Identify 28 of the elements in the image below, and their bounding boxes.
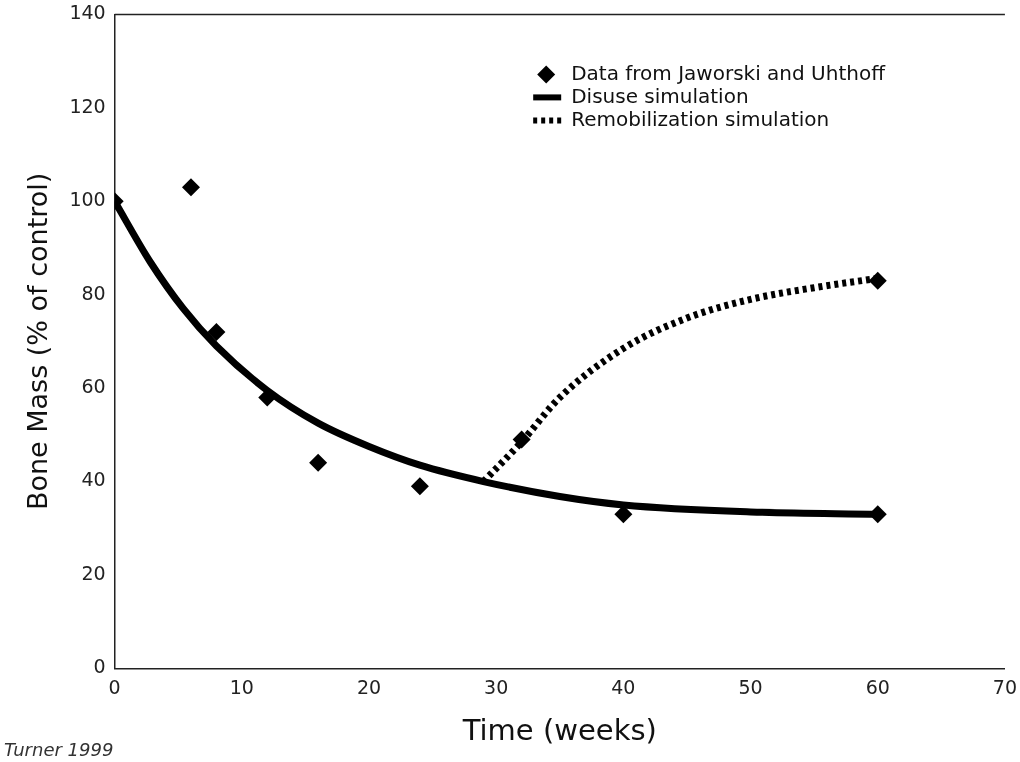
x-tick-label: 60 (865, 675, 890, 698)
point (868, 271, 887, 290)
x-tick-label: 70 (992, 675, 1018, 698)
y-tick-label: 140 (69, 1, 106, 24)
x-tick-label: 30 (484, 675, 509, 698)
y-tick-label: 120 (69, 94, 106, 117)
y-tick-label: 40 (81, 468, 106, 491)
x-tick-label: 50 (738, 675, 763, 698)
x-tick-label: 40 (611, 675, 636, 698)
x-tick-label: 0 (108, 675, 121, 698)
x-axis-title: Time (weeks) (461, 713, 657, 748)
y-tick-label: 0 (93, 655, 106, 678)
point (512, 430, 531, 449)
y-tick-label: 20 (81, 561, 106, 584)
legend-label: Disuse simulation (571, 83, 749, 108)
y-axis-title: Bone Mass (% of control) (22, 172, 54, 511)
y-tick-label: 100 (69, 188, 106, 211)
point (207, 323, 226, 342)
y-tick-label: 60 (81, 375, 106, 398)
x-tick-label: 10 (229, 675, 254, 698)
x-tick-label: 20 (356, 675, 382, 698)
legend-label: Remobilization simulation (571, 106, 830, 131)
point (410, 477, 429, 496)
legend-label: Data from Jaworski and Uhthoff (571, 60, 887, 85)
point (181, 178, 200, 197)
text: Turner 1999 (4, 739, 114, 760)
y-tick-label: 80 (81, 281, 106, 304)
point (309, 453, 328, 472)
